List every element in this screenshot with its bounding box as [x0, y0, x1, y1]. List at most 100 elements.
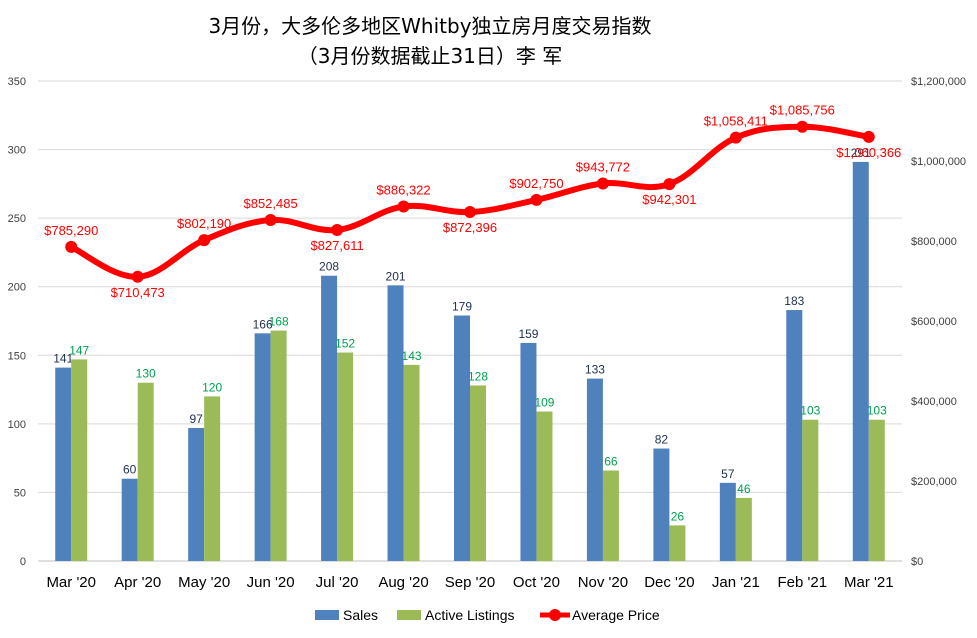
bar-data-label: 103: [800, 404, 820, 418]
legend-label: Sales: [343, 607, 378, 623]
bar-active-listings: [868, 419, 885, 561]
y-left-tick-label: 300: [8, 145, 26, 157]
bar-active-listings: [204, 396, 221, 561]
y-right-tick-label: $600,000: [911, 316, 957, 328]
line-point: [65, 240, 78, 253]
legend-marker: [549, 609, 561, 621]
bar-data-label: 183: [784, 294, 804, 308]
bar-active-listings: [137, 382, 154, 561]
bar-data-label: 152: [335, 337, 355, 351]
x-tick-label: Aug '20: [378, 574, 428, 591]
x-tick-label: Nov '20: [578, 574, 628, 591]
line-point: [331, 223, 344, 236]
legend-label: Average Price: [572, 607, 660, 623]
y-left-tick-label: 0: [20, 556, 26, 568]
line-point: [530, 193, 543, 206]
y-left-tick-label: 150: [8, 350, 26, 362]
bar-data-label: 26: [671, 509, 685, 523]
y-right-tick-label: $200,000: [911, 476, 957, 488]
line-point: [729, 131, 742, 144]
bar-data-label: 201: [386, 269, 406, 283]
bar-active-listings: [536, 411, 553, 561]
bar-data-label: 179: [452, 300, 472, 314]
bar-sales: [121, 478, 138, 561]
legend-swatch: [315, 610, 339, 620]
y-right-tick-label: $1,000,000: [911, 156, 966, 168]
x-tick-label: Jul '20: [316, 574, 359, 591]
x-tick-label: Sep '20: [445, 574, 495, 591]
bar-sales: [586, 378, 603, 561]
bar-active-listings: [337, 352, 354, 561]
x-tick-label: Jan '21: [712, 574, 760, 591]
bar-active-listings: [403, 364, 420, 561]
bar-sales: [188, 427, 205, 561]
line-data-label: $872,396: [443, 220, 497, 235]
bar-sales: [852, 161, 869, 561]
bar-active-listings: [470, 385, 486, 561]
bar-active-listings: [602, 470, 619, 561]
bar-active-listings: [735, 497, 752, 561]
bar-sales: [653, 448, 670, 561]
bar-active-listings: [669, 525, 686, 561]
bar-data-label: 57: [721, 467, 735, 481]
x-tick-label: May '20: [178, 574, 230, 591]
x-tick-label: Mar '21: [844, 574, 894, 591]
y-right-tick-label: $1,200,000: [911, 76, 966, 88]
bar-sales: [719, 482, 736, 561]
line-data-label: $710,473: [111, 285, 165, 300]
legend-swatch: [397, 610, 421, 620]
bar-data-label: 46: [737, 482, 751, 496]
x-tick-label: Mar '20: [46, 574, 96, 591]
bar-sales: [520, 342, 537, 561]
bar-sales: [454, 315, 470, 561]
bar-data-label: 128: [468, 369, 488, 383]
x-tick-label: Jun '20: [247, 574, 295, 591]
bar-data-label: 208: [319, 260, 339, 274]
bar-data-label: 66: [604, 454, 618, 468]
bar-active-listings: [802, 419, 819, 561]
y-left-tick-label: 100: [8, 419, 26, 431]
line-point: [596, 177, 609, 190]
line-point: [796, 120, 809, 133]
bar-sales: [786, 310, 803, 561]
bar-data-label: 159: [518, 327, 538, 341]
line-point: [397, 200, 410, 213]
bar-sales: [387, 285, 404, 561]
bar-data-label: 291: [851, 146, 871, 160]
line-data-label: $1,058,411: [704, 114, 768, 129]
line-point: [464, 206, 476, 219]
line-data-label: $1,085,756: [770, 103, 835, 118]
x-tick-label: Dec '20: [644, 574, 694, 591]
line-point: [663, 178, 676, 191]
bar-data-label: 141: [53, 352, 73, 366]
y-left-tick-label: 250: [8, 213, 26, 225]
bar-data-label: 103: [867, 404, 887, 418]
bar-data-label: 133: [585, 363, 605, 377]
line-data-label: $943,772: [576, 159, 630, 174]
bar-active-listings: [71, 359, 88, 561]
line-data-label: $852,485: [243, 196, 297, 211]
line-point: [131, 270, 144, 283]
y-right-tick-label: $800,000: [911, 236, 957, 248]
line-data-label: $785,290: [44, 223, 98, 238]
line-data-label: $902,750: [509, 176, 563, 191]
y-left-tick-label: 200: [8, 282, 26, 294]
bar-data-label: 166: [253, 317, 273, 331]
line-point: [198, 234, 211, 247]
chart-title: 3月份，大多伦多地区Whitby独立房月度交易指数: [208, 14, 652, 38]
bar-data-label: 82: [655, 433, 669, 447]
chart-subtitle: （3月份数据截止31日）李 军: [297, 44, 563, 68]
line-data-label: $827,611: [310, 238, 363, 253]
bar-active-listings: [270, 330, 287, 561]
line-data-label: $802,190: [177, 216, 231, 231]
bar-data-label: 109: [534, 396, 554, 410]
line-data-label: $1,060,366: [836, 145, 901, 160]
bar-data-label: 130: [136, 367, 156, 381]
x-tick-label: Oct '20: [513, 574, 560, 591]
line-point: [264, 214, 277, 227]
bar-sales: [254, 333, 271, 561]
line-point: [862, 130, 875, 143]
y-right-tick-label: $400,000: [911, 396, 957, 408]
